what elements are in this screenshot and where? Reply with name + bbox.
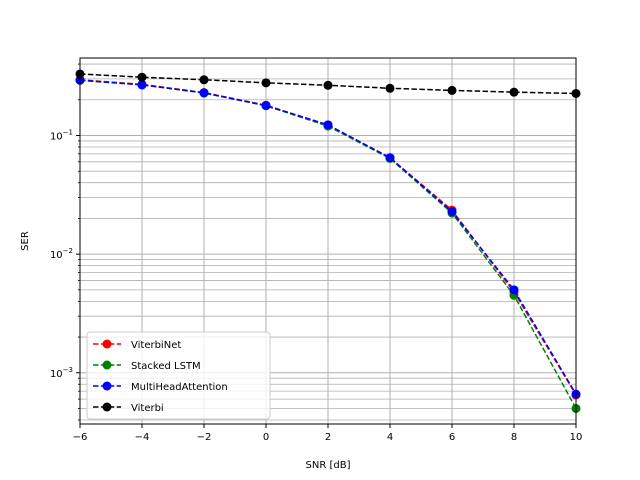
legend: ViterbiNet Stacked LSTM MultiHeadAttention… (86, 331, 271, 420)
x-tick-label: −2 (197, 432, 212, 443)
data-point-viterbi (447, 85, 457, 95)
legend-label: Stacked LSTM (131, 361, 201, 372)
y-tick-label: 10−2 (50, 247, 73, 261)
legend-item-multiheadattention: MultiHeadAttention (93, 381, 228, 393)
data-point-multiheadattention (509, 285, 519, 295)
legend-swatch-marker (102, 339, 112, 349)
x-tick-label: 10 (570, 432, 583, 443)
y-tick-label: 10−3 (50, 366, 73, 380)
x-tick-label: −6 (73, 432, 88, 443)
legend-box (86, 331, 271, 420)
legend-swatch-marker (102, 381, 112, 391)
data-point-viterbi (385, 83, 395, 93)
data-point-multiheadattention (199, 88, 209, 98)
legend-swatch-marker (102, 360, 112, 370)
data-point-multiheadattention (447, 207, 457, 217)
series-layer (75, 69, 581, 413)
legend-label: ViterbiNet (131, 340, 181, 351)
x-tick-label: 8 (511, 432, 517, 443)
data-point-viterbi (199, 75, 209, 85)
data-point-viterbi (323, 80, 333, 90)
data-point-multiheadattention (385, 153, 395, 163)
legend-label: Viterbi (131, 403, 164, 414)
legend-item-stacked-lstm: Stacked LSTM (93, 360, 201, 372)
x-tick-label: 4 (387, 432, 393, 443)
y-tick-label: 10−1 (50, 128, 73, 142)
data-point-viterbi (137, 72, 147, 82)
x-tick-label: −4 (135, 432, 150, 443)
x-tick-label: 2 (325, 432, 331, 443)
x-tick-label: 0 (263, 432, 269, 443)
data-point-multiheadattention (261, 100, 271, 110)
data-point-viterbi (509, 87, 519, 97)
x-axis-label: SNR [dB] (306, 460, 351, 471)
y-axis-label: SER (20, 231, 31, 251)
data-point-multiheadattention (323, 120, 333, 130)
ticks-layer: −6 −4 −2 0 2 4 6 8 10 10−3 10−2 10−1 (50, 63, 583, 443)
data-point-viterbi (261, 78, 271, 88)
legend-item-viterbinet: ViterbiNet (93, 339, 181, 351)
legend-label: MultiHeadAttention (131, 382, 228, 393)
legend-item-viterbi: Viterbi (93, 402, 164, 414)
x-tick-label: 6 (449, 432, 455, 443)
legend-swatch-marker (102, 402, 112, 412)
data-point-multiheadattention (137, 80, 147, 90)
